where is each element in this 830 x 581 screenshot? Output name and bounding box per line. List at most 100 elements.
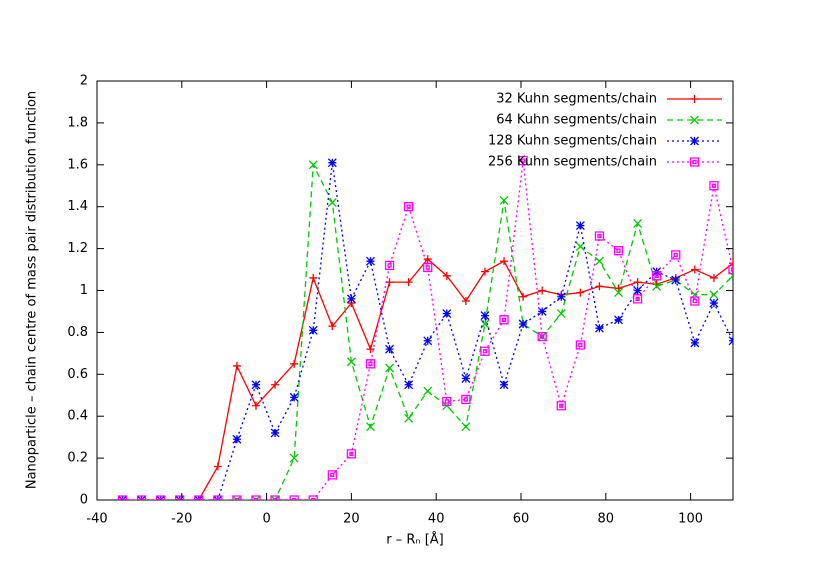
- marker: [232, 495, 242, 500]
- marker: [175, 495, 185, 500]
- marker: [442, 396, 452, 407]
- legend-marker: [690, 115, 699, 125]
- marker: [480, 311, 490, 321]
- marker: [403, 202, 414, 212]
- y-tick-label: 1.8: [67, 115, 88, 130]
- legend-marker: [689, 157, 700, 167]
- marker: [537, 306, 547, 316]
- marker: [194, 495, 204, 500]
- marker: [251, 495, 261, 500]
- marker: [728, 336, 733, 346]
- marker: [213, 462, 222, 471]
- marker: [442, 271, 451, 280]
- marker: [594, 323, 604, 333]
- marker: [576, 288, 585, 297]
- marker: [461, 394, 471, 405]
- series-line: [122, 160, 733, 500]
- marker: [518, 319, 528, 329]
- marker: [709, 181, 719, 191]
- marker: [270, 495, 280, 500]
- marker: [328, 322, 337, 331]
- marker: [499, 315, 509, 325]
- marker: [690, 338, 700, 348]
- marker: [575, 242, 585, 251]
- marker: [709, 298, 719, 308]
- y-tick-label: 1.6: [67, 157, 88, 172]
- marker: [308, 325, 318, 335]
- marker: [117, 495, 128, 500]
- marker: [518, 155, 528, 166]
- marker: [652, 281, 662, 291]
- marker: [366, 256, 375, 266]
- marker: [480, 319, 490, 329]
- marker: [289, 495, 299, 500]
- legend-label: 128 Kuhn segments/chain: [488, 134, 657, 149]
- marker: [480, 346, 490, 356]
- marker: [671, 250, 681, 260]
- marker: [251, 495, 261, 500]
- marker: [671, 275, 681, 285]
- marker: [556, 292, 566, 302]
- y-tick-label: 2: [80, 74, 88, 89]
- x-tick-label: 20: [343, 512, 360, 527]
- marker: [594, 256, 604, 266]
- marker: [232, 361, 241, 370]
- marker: [499, 195, 509, 205]
- marker: [709, 273, 718, 282]
- legend-label: 32 Kuhn segments/chain: [496, 92, 657, 107]
- marker: [423, 386, 433, 396]
- y-tick-label: 0.2: [67, 451, 88, 466]
- marker: [290, 359, 299, 368]
- legend-marker: [690, 95, 699, 103]
- marker: [633, 286, 643, 295]
- plot-area: [117, 155, 733, 500]
- x-tick-label: 100: [678, 512, 703, 527]
- marker: [366, 345, 375, 354]
- marker: [327, 198, 337, 207]
- x-tick-label: 60: [513, 512, 530, 527]
- marker: [346, 449, 357, 459]
- marker: [308, 160, 318, 170]
- x-axis-label: r – Rₙ [Å]: [386, 532, 444, 548]
- marker: [442, 309, 452, 319]
- marker: [499, 380, 509, 390]
- marker: [537, 332, 547, 342]
- marker: [575, 340, 586, 350]
- marker: [614, 315, 623, 325]
- marker: [232, 495, 242, 500]
- marker: [309, 273, 318, 282]
- marker: [384, 260, 395, 271]
- series-line: [122, 162, 733, 500]
- marker: [423, 262, 433, 273]
- marker: [365, 359, 376, 369]
- marker: [461, 374, 471, 383]
- marker: [136, 495, 147, 500]
- marker: [232, 434, 242, 444]
- marker: [690, 265, 699, 274]
- y-tick-label: 0.8: [67, 325, 88, 340]
- marker: [271, 380, 280, 389]
- marker: [632, 294, 643, 304]
- marker: [213, 495, 223, 500]
- marker: [652, 271, 662, 281]
- marker: [633, 278, 642, 287]
- legend-marker: [690, 136, 699, 146]
- marker: [346, 357, 356, 367]
- marker: [613, 246, 624, 256]
- marker: [595, 282, 604, 291]
- marker: [461, 296, 470, 305]
- y-tick-label: 1.2: [67, 241, 88, 256]
- legend-label: 256 Kuhn segments/chain: [488, 155, 657, 170]
- marker: [633, 219, 643, 228]
- marker: [366, 422, 375, 432]
- marker: [289, 392, 299, 402]
- marker: [327, 470, 337, 480]
- y-tick-label: 1.4: [67, 199, 88, 214]
- marker: [614, 288, 623, 298]
- marker: [327, 158, 337, 168]
- marker: [538, 286, 547, 295]
- y-tick-label: 0.6: [67, 367, 88, 382]
- marker: [690, 296, 700, 306]
- marker: [385, 363, 395, 373]
- marker: [537, 331, 547, 342]
